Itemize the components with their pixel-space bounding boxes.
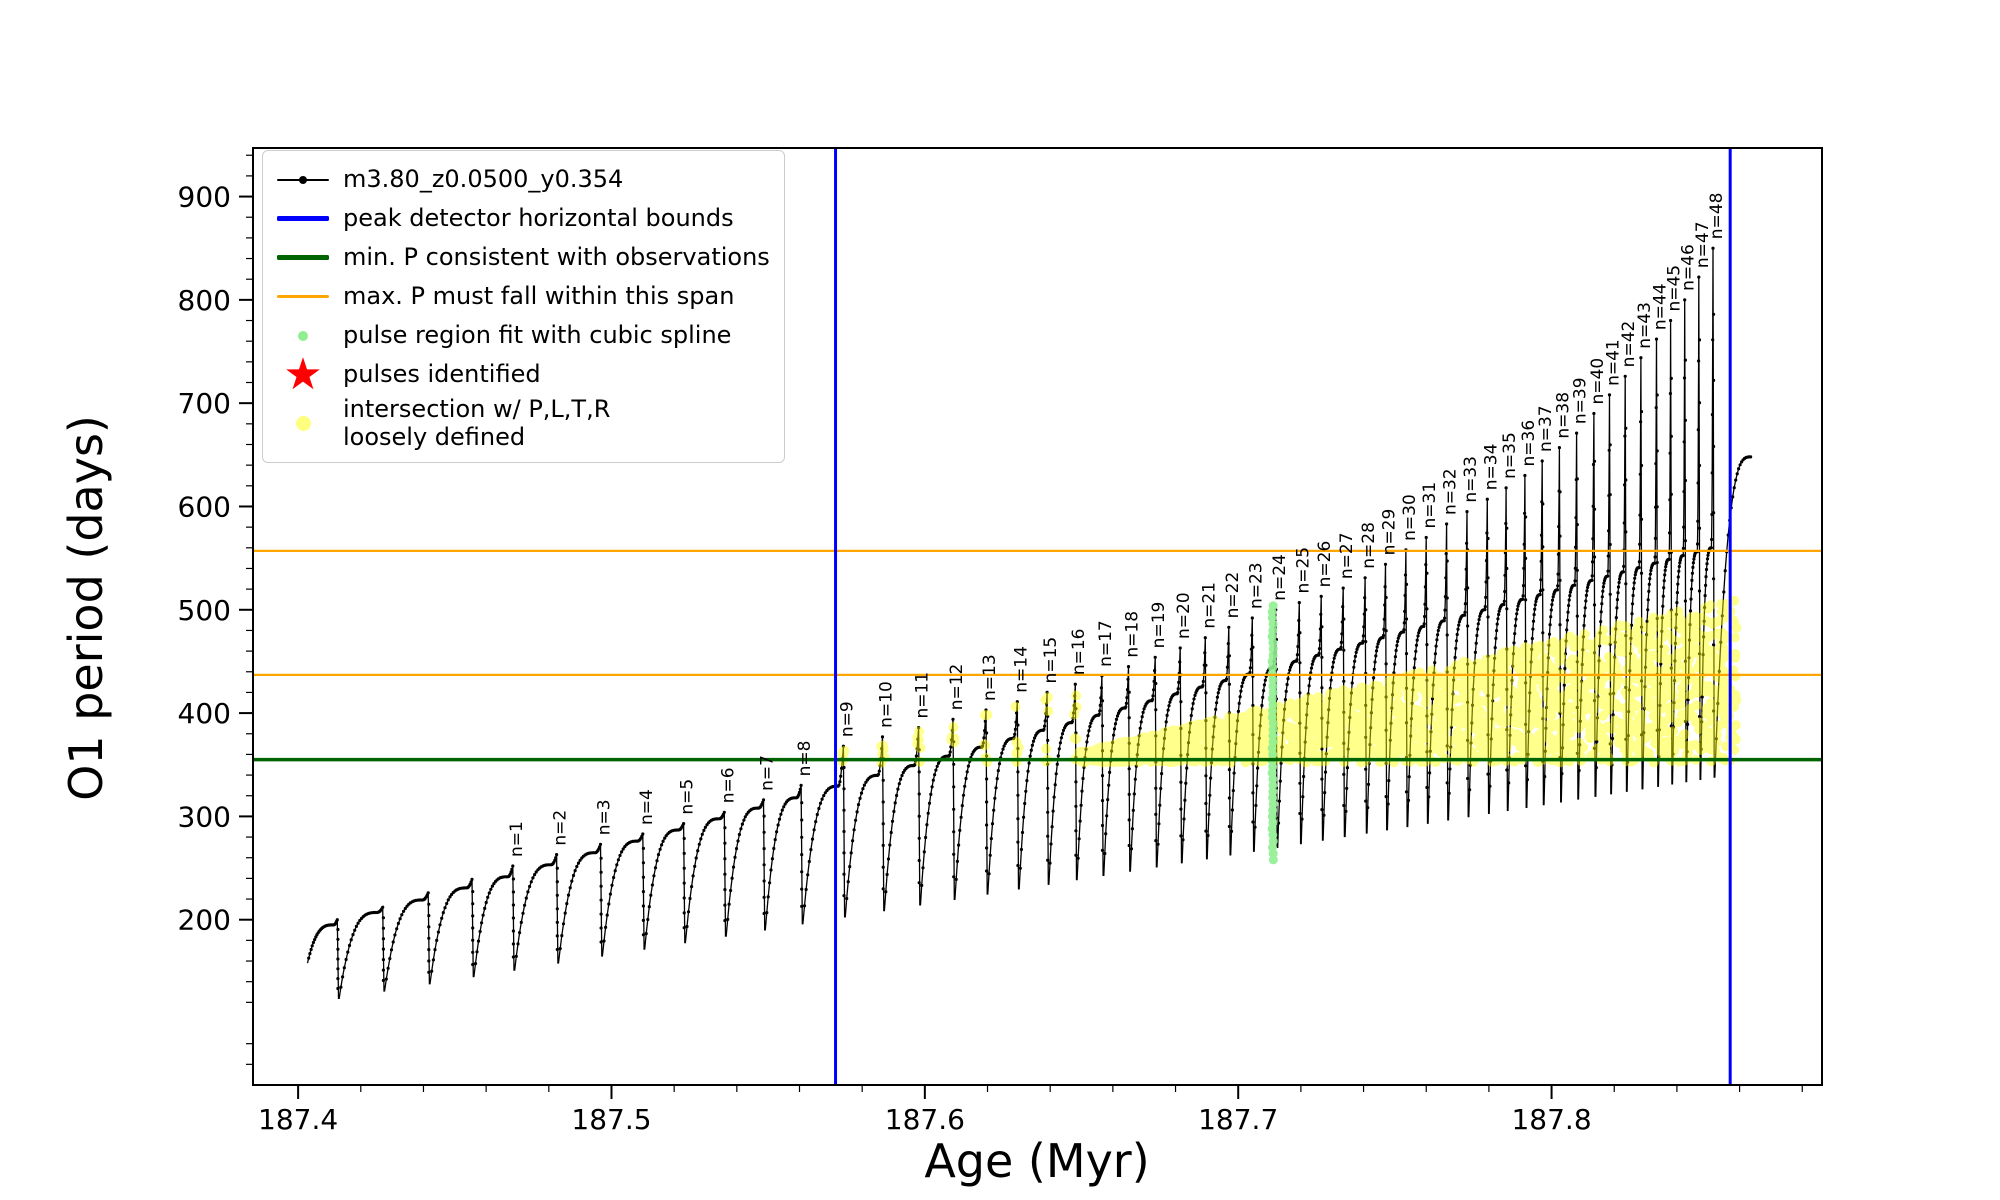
pulse-label: n=23 bbox=[1246, 562, 1266, 609]
pulse-label: n=3 bbox=[595, 799, 615, 835]
legend-item-label: pulses identified bbox=[343, 360, 541, 389]
pulse-label: n=34 bbox=[1481, 444, 1501, 491]
pulse-label: n=6 bbox=[718, 767, 738, 803]
pulse-label: n=9 bbox=[837, 701, 857, 737]
y-tick-label: 500 bbox=[178, 594, 231, 627]
pulse-label: n=26 bbox=[1315, 541, 1335, 588]
legend-item-7: intersection w/ P,L,T,R loosely defined bbox=[277, 395, 770, 452]
pulse-label: n=39 bbox=[1571, 377, 1591, 424]
pulse-label: n=24 bbox=[1270, 554, 1290, 601]
intersection-scatter bbox=[837, 595, 1742, 768]
legend-line-swatch bbox=[277, 200, 329, 237]
y-tick-label: 200 bbox=[178, 904, 231, 937]
star-icon: ★ bbox=[283, 348, 323, 400]
y-tick-label: 800 bbox=[178, 284, 231, 317]
x-tick-label: 187.7 bbox=[1198, 1103, 1278, 1136]
model-track-markers bbox=[307, 246, 1753, 991]
pulse-label: n=2 bbox=[551, 810, 571, 846]
legend-item-label: pulse region fit with cubic spline bbox=[343, 321, 732, 350]
pulse-label: n=28 bbox=[1359, 522, 1379, 569]
pulse-label: n=38 bbox=[1553, 392, 1573, 439]
legend-item-1: m3.80_z0.0500_y0.354 bbox=[277, 161, 770, 198]
pulse-region-scatter bbox=[1267, 601, 1278, 865]
x-axis-label: Age (Myr) bbox=[924, 1134, 1150, 1188]
pulse-label: n=19 bbox=[1149, 602, 1169, 649]
pulse-label: n=44 bbox=[1651, 283, 1671, 330]
x-tick-label: 187.8 bbox=[1511, 1103, 1591, 1136]
pulse-label: n=30 bbox=[1400, 494, 1420, 541]
legend-item-6: ★ pulses identified bbox=[277, 348, 770, 400]
pulse-label: n=4 bbox=[637, 789, 657, 825]
pulse-label: n=43 bbox=[1635, 302, 1655, 349]
pulse-label: n=14 bbox=[1011, 646, 1031, 693]
legend-item-label: intersection w/ P,L,T,R loosely defined bbox=[343, 395, 611, 452]
pulse-label: n=5 bbox=[678, 779, 698, 815]
pulse-label: n=11 bbox=[913, 672, 933, 719]
legend-item-label: m3.80_z0.0500_y0.354 bbox=[343, 165, 624, 194]
pulse-label: n=12 bbox=[947, 664, 967, 711]
pulse-label: n=7 bbox=[757, 755, 777, 791]
pulse-label: n=45 bbox=[1665, 265, 1685, 312]
legend-item-label: max. P must fall within this span bbox=[343, 282, 735, 311]
pulse-label: n=8 bbox=[795, 741, 815, 777]
y-tick-label: 900 bbox=[178, 181, 231, 214]
axes-spines bbox=[252, 147, 1823, 1086]
pulse-label: n=10 bbox=[877, 681, 897, 728]
pulse-label: n=35 bbox=[1500, 432, 1520, 479]
pulse-label: n=36 bbox=[1519, 420, 1539, 467]
pulse-label: n=21 bbox=[1199, 582, 1219, 629]
x-tick-label: 187.4 bbox=[258, 1103, 338, 1136]
pulse-label: n=47 bbox=[1693, 221, 1713, 268]
legend-line-swatch bbox=[277, 161, 329, 198]
pulse-label: n=29 bbox=[1379, 509, 1399, 556]
pulse-label: n=22 bbox=[1223, 572, 1243, 619]
pulse-label: n=18 bbox=[1123, 611, 1143, 658]
y-axis-label: O1 period (days) bbox=[59, 415, 113, 801]
legend-line-swatch bbox=[277, 239, 329, 276]
legend-item-label: min. P consistent with observations bbox=[343, 243, 770, 272]
y-tick-label: 600 bbox=[178, 490, 231, 523]
pulse-label: n=20 bbox=[1174, 592, 1194, 639]
pulse-label: n=31 bbox=[1420, 482, 1440, 529]
pulse-label: n=17 bbox=[1096, 620, 1116, 667]
legend-dot-swatch bbox=[277, 405, 329, 442]
legend-dot-swatch bbox=[277, 317, 329, 354]
x-tick-label: 187.5 bbox=[571, 1103, 651, 1136]
pulse-label: n=15 bbox=[1041, 637, 1061, 684]
pulse-label: n=46 bbox=[1679, 244, 1699, 291]
legend-line-swatch bbox=[277, 278, 329, 315]
legend-item-label: peak detector horizontal bounds bbox=[343, 204, 734, 233]
pulse-label: n=16 bbox=[1069, 629, 1089, 676]
pulse-label: n=37 bbox=[1536, 405, 1556, 452]
pulse-label: n=40 bbox=[1588, 358, 1608, 405]
pulse-label: n=42 bbox=[1619, 321, 1639, 368]
pulse-label: n=1 bbox=[507, 821, 527, 857]
x-tick-label: 187.6 bbox=[885, 1103, 965, 1136]
pulse-label: n=48 bbox=[1707, 193, 1727, 240]
y-tick-label: 300 bbox=[178, 800, 231, 833]
pulse-label: n=25 bbox=[1293, 547, 1313, 594]
legend-item-5: pulse region fit with cubic spline bbox=[277, 317, 770, 354]
y-tick-label: 400 bbox=[178, 697, 231, 730]
pulse-label: n=13 bbox=[980, 654, 1000, 701]
pulse-label: n=32 bbox=[1441, 468, 1461, 515]
legend-item-4: max. P must fall within this span bbox=[277, 278, 770, 315]
legend-item-3: min. P consistent with observations bbox=[277, 239, 770, 276]
pulse-label: n=27 bbox=[1337, 532, 1357, 579]
y-tick-label: 700 bbox=[178, 387, 231, 420]
pulse-label: n=33 bbox=[1461, 456, 1481, 503]
pulse-label: n=41 bbox=[1604, 339, 1624, 386]
legend-item-2: peak detector horizontal bounds bbox=[277, 200, 770, 237]
